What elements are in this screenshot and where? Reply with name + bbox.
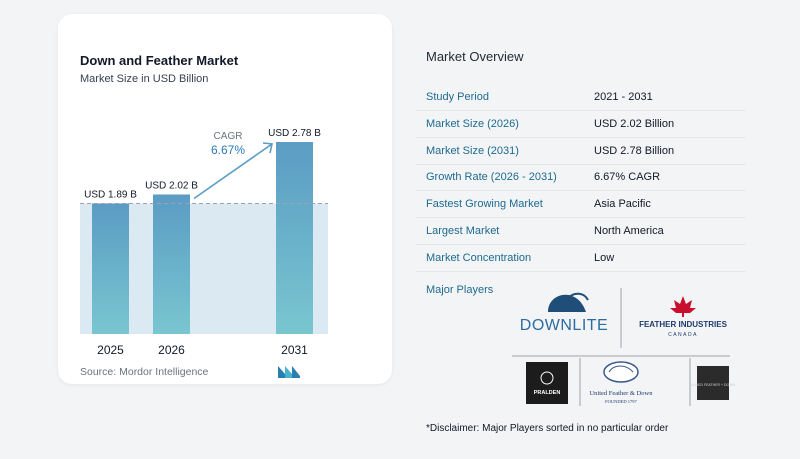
- disclaimer: *Disclaimer: Major Players sorted in no …: [426, 423, 669, 434]
- bar-2031: [276, 142, 313, 334]
- overview-label: Market Concentration: [426, 251, 532, 264]
- united-feather-text: United Feather & Down: [589, 390, 653, 397]
- feather-industries-logo: FEATHER INDUSTRIES CANADA: [639, 296, 728, 338]
- overview-row: Market Concentration Low: [416, 245, 746, 272]
- cagr-arrowhead: [262, 142, 273, 154]
- x-tick-label: 2031: [281, 343, 308, 357]
- overview-value: Low: [594, 251, 615, 264]
- overview-value: North America: [594, 225, 664, 237]
- bar-chart: USD 1.89 B 2025 USD 2.02 B 2026 USD 2.78 B 20…: [80, 128, 328, 357]
- overview-value: 6.67% CAGR: [594, 171, 661, 184]
- overview-label: Fastest Growing Market: [426, 198, 543, 211]
- players-title: Major Players: [426, 284, 494, 296]
- bar-2026: [153, 194, 190, 334]
- allied-feather-down-logo: ALLIED FEATHER + DOWN: [691, 366, 736, 400]
- overview-value: USD 2.78 Billion: [594, 144, 675, 157]
- overview-label: Study Period: [426, 91, 489, 103]
- overview-label: Largest Market: [426, 225, 500, 237]
- overview-label: Market Size (2026): [426, 117, 519, 130]
- downlite-logo: DOWNLITE: [520, 292, 608, 334]
- mordor-logo-icon: [278, 366, 300, 378]
- x-tick-label: 2026: [158, 343, 185, 357]
- overview-row: Market Size (2031) USD 2.78 Billion: [416, 138, 746, 165]
- overview-value: USD 2.02 Billion: [594, 117, 675, 130]
- data-label: USD 1.89 B: [84, 189, 137, 200]
- source-text: Source: Mordor Intelligence: [80, 366, 209, 378]
- feather-industries-sub: CANADA: [668, 332, 698, 338]
- overview-label: Market Size (2031): [426, 144, 519, 157]
- overview-row: Fastest Growing Market Asia Pacific: [416, 191, 746, 219]
- overview-value: 2021 - 2031: [594, 91, 653, 103]
- bar-2025: [92, 203, 129, 334]
- data-label: USD 2.78 B: [268, 128, 321, 139]
- united-feather-down-logo: United Feather & Down FOUNDED 1797: [589, 361, 653, 404]
- chart-title: Down and Feather Market: [80, 53, 239, 68]
- pralden-text: PRALDEN: [534, 390, 561, 396]
- downlite-text: DOWNLITE: [520, 317, 608, 334]
- chart-subtitle: Market Size in USD Billion: [80, 73, 209, 85]
- overview-row: Growth Rate (2026 - 2031) 6.67% CAGR: [416, 164, 746, 192]
- cagr-label: CAGR: [214, 131, 243, 142]
- data-label: USD 2.02 B: [145, 180, 198, 191]
- x-tick-label: 2025: [97, 343, 124, 357]
- overview-title: Market Overview: [426, 49, 524, 64]
- overview-value: Asia Pacific: [594, 198, 651, 211]
- allied-text: ALLIED FEATHER + DOWN: [691, 383, 736, 387]
- overview-row: Largest Market North America: [416, 218, 746, 245]
- overview-row: Market Size (2026) USD 2.02 Billion: [416, 111, 746, 138]
- overview-row: Study Period 2021 - 2031: [416, 84, 746, 111]
- united-feather-sub: FOUNDED 1797: [605, 399, 637, 404]
- cagr-value: 6.67%: [211, 143, 245, 157]
- pralden-logo: PRALDEN: [526, 362, 568, 404]
- cagr-arrow: [193, 143, 273, 200]
- feather-industries-text: FEATHER INDUSTRIES: [639, 320, 728, 329]
- overview-label: Growth Rate (2026 - 2031): [426, 171, 557, 184]
